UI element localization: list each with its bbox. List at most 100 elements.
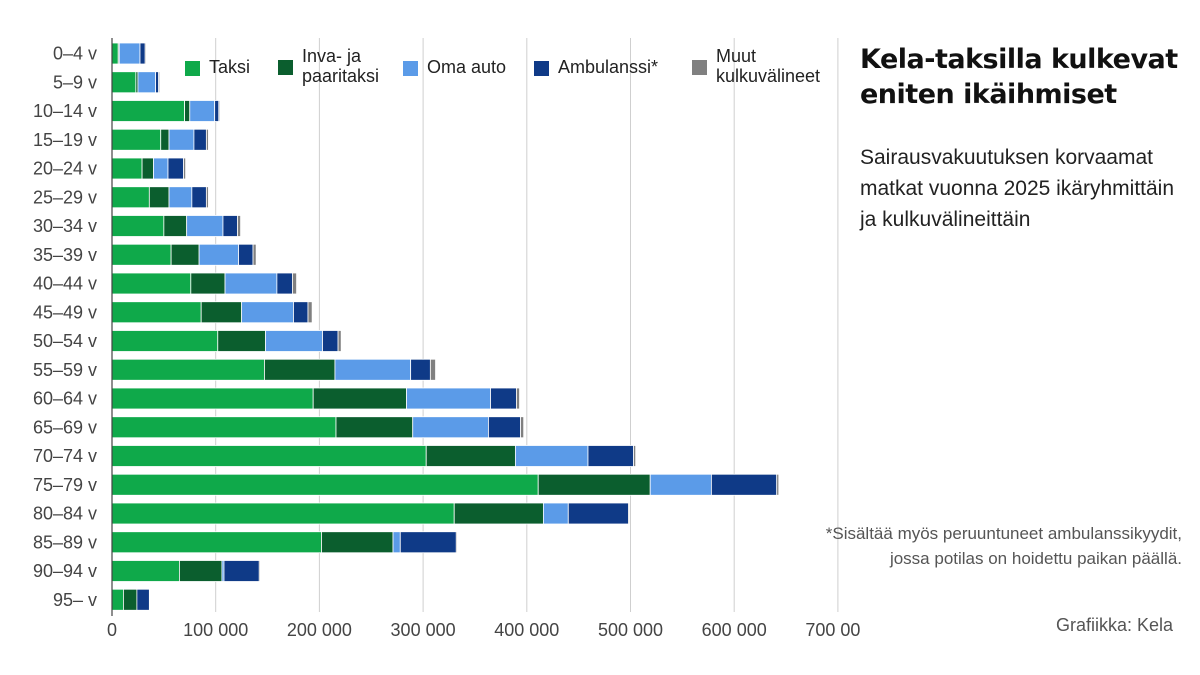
bar-segment xyxy=(334,358,412,381)
bar-segment xyxy=(111,243,172,266)
bar-segment xyxy=(191,186,207,209)
bar-segment xyxy=(183,157,187,180)
bar-segment xyxy=(118,42,141,65)
bar-segment xyxy=(111,588,124,611)
bar-segment xyxy=(490,387,517,410)
x-tick-label: 300 000 xyxy=(391,620,456,640)
legend-item: Muut kulkuvälineet xyxy=(692,46,820,86)
bar-segment xyxy=(111,100,185,122)
bar-segment xyxy=(520,416,525,439)
bar-segment xyxy=(542,502,569,525)
bar-segment xyxy=(217,330,266,352)
bar-segment xyxy=(139,42,146,65)
bar-segment xyxy=(137,71,156,94)
category-label: 45–49 v xyxy=(33,302,97,322)
category-label: 35–39 v xyxy=(33,245,97,265)
bar-segment xyxy=(214,100,220,122)
bar-segment xyxy=(710,473,778,496)
bar-segment xyxy=(186,215,224,237)
bar-segment xyxy=(410,358,431,381)
footnote: *Sisältää myös peruuntuneet ambulanssiky… xyxy=(825,524,1182,568)
legend-label: Taksi xyxy=(209,57,251,77)
category-label: 65–69 v xyxy=(33,417,97,437)
bar-segment xyxy=(111,560,180,582)
category-label: 75–79 v xyxy=(33,475,97,495)
legend-label: Muut kulkuvälineet xyxy=(716,46,821,86)
bar-segment xyxy=(111,71,137,94)
bar-segment xyxy=(412,416,489,439)
bar-segment xyxy=(425,445,516,467)
bar-segment xyxy=(223,560,260,582)
category-label: 15–19 v xyxy=(33,130,97,150)
bar-segment xyxy=(148,186,170,209)
bar-segment xyxy=(167,157,184,180)
bar-segment xyxy=(337,330,342,352)
bar-segment xyxy=(453,502,544,525)
bar-segment xyxy=(399,531,457,554)
bar-segment xyxy=(111,473,539,496)
category-label: 25–29 v xyxy=(33,187,97,207)
bar-segment xyxy=(111,42,119,65)
category-label: 70–74 v xyxy=(33,446,97,466)
bar-segment xyxy=(776,473,780,496)
bar-segment xyxy=(222,215,238,237)
bar-segment xyxy=(111,502,455,525)
legend-swatch xyxy=(692,60,707,75)
bar-segment xyxy=(224,272,278,295)
bar-segment xyxy=(111,387,314,410)
bar-segment xyxy=(168,128,195,151)
bar-segment xyxy=(111,186,150,209)
legend-label: Ambulanssi* xyxy=(558,57,659,77)
bar-segment xyxy=(144,42,147,65)
legend-label: Oma auto xyxy=(427,57,507,77)
x-tick-label: 700 000 xyxy=(805,620,860,640)
category-label: 5–9 v xyxy=(53,72,97,92)
bar-segment xyxy=(406,387,491,410)
bar-segment xyxy=(218,100,221,122)
chart: 0 100 000 200 000 300 000 400 000 500 000 600 … xyxy=(33,38,860,640)
bar-segment xyxy=(293,301,309,324)
bar-segment xyxy=(455,531,458,554)
x-tick-label: 400 000 xyxy=(494,620,559,640)
bar-segment xyxy=(179,560,223,582)
bar-segment xyxy=(322,330,339,352)
bar-segment xyxy=(111,531,322,554)
category-label: 40–44 v xyxy=(33,274,97,294)
bar-segment xyxy=(237,215,241,237)
bar-segment xyxy=(205,128,209,151)
bar-segment xyxy=(537,473,651,496)
bar-segment xyxy=(312,387,407,410)
bar-segment xyxy=(567,502,629,525)
legend-item: Taksi xyxy=(185,57,250,77)
bar-segment xyxy=(264,358,336,381)
legend-label: Inva- ja paaritaksi xyxy=(302,46,380,86)
bar-segment xyxy=(111,301,202,324)
bar-segment xyxy=(516,387,520,410)
credit: Grafiikka: Kela xyxy=(1055,615,1173,635)
bar-segment xyxy=(184,100,191,122)
legend-item: Ambulanssi* xyxy=(534,57,658,77)
bar-segment xyxy=(241,301,294,324)
bar-segment xyxy=(321,531,394,554)
chart-title: Kela-taksilla kulkevat eniten ikäihmiset xyxy=(860,44,1178,110)
bar-segment xyxy=(111,128,162,151)
bar-segment xyxy=(276,272,293,295)
bar-segment xyxy=(649,473,712,496)
bar-segment xyxy=(292,272,297,295)
legend-item: Oma auto xyxy=(403,57,506,77)
x-tick-label: 100 000 xyxy=(183,620,248,640)
legend-swatch xyxy=(278,60,293,75)
legend-swatch xyxy=(403,61,418,76)
bar-segment xyxy=(633,445,637,467)
bar-segment xyxy=(141,157,154,180)
bar-segment xyxy=(258,560,261,582)
bar-segment xyxy=(587,445,635,467)
bar-segment xyxy=(111,330,219,352)
bar-segment xyxy=(307,301,313,324)
bar-segment xyxy=(111,272,192,295)
bar-segment xyxy=(158,71,161,94)
bar-segment xyxy=(429,358,436,381)
bar-segment xyxy=(189,100,216,122)
bar-segment xyxy=(193,128,207,151)
bar-segment xyxy=(170,243,200,266)
